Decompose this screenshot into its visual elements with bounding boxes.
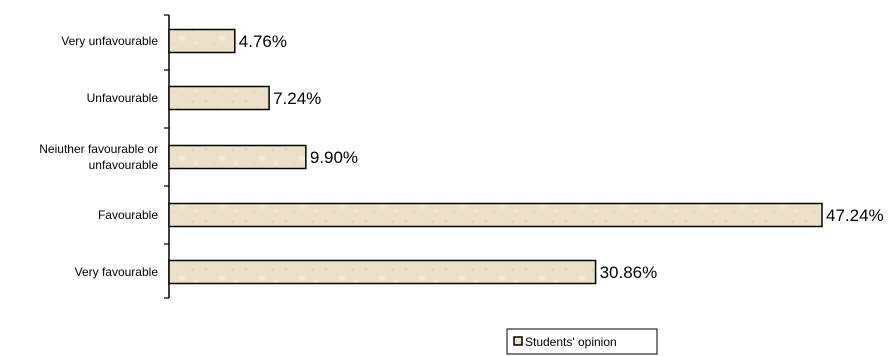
category-label-4: Favourable xyxy=(98,208,158,222)
bar-2 xyxy=(168,85,270,111)
legend-swatch xyxy=(513,336,523,346)
legend-label: Students' opinion xyxy=(525,335,617,349)
bar-5 xyxy=(168,259,597,285)
bar-value-label-1: 4.76% xyxy=(239,32,287,51)
bar-value-label-2: 7.24% xyxy=(273,89,321,108)
legend-box xyxy=(506,328,658,355)
bar-value-label-5: 30.86% xyxy=(600,263,658,282)
bar-3 xyxy=(168,144,307,170)
category-label-5: Very favourable xyxy=(75,265,159,279)
bar-1 xyxy=(168,28,236,54)
bar-value-label-4: 47.24% xyxy=(826,206,884,225)
category-label-1: Very unfavourable xyxy=(61,34,158,48)
category-label-2: Unfavourable xyxy=(87,91,159,105)
bar-value-label-3: 9.90% xyxy=(310,148,358,167)
legend: Students' opinion xyxy=(506,328,658,355)
bar-4 xyxy=(168,202,823,228)
category-label-3: Neiuther favourable or unfavourable xyxy=(39,142,158,172)
